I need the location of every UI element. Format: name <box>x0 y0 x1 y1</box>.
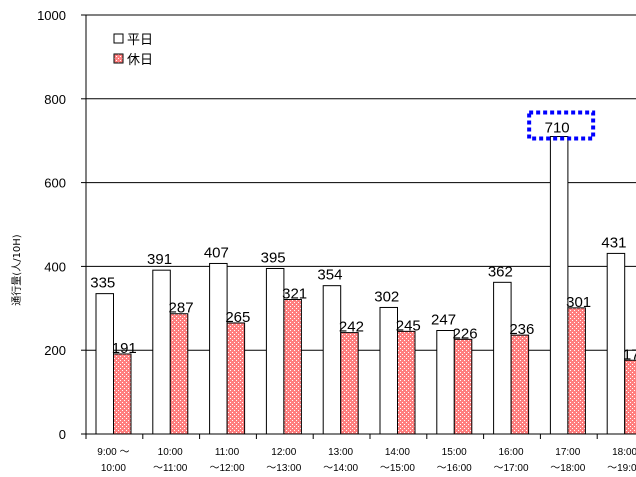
x-tick-label: ～15:00 <box>380 463 415 474</box>
data-label-holiday: 236 <box>509 321 534 338</box>
x-tick-label: 14:00 <box>385 447 410 458</box>
data-label-weekday: 431 <box>601 234 626 251</box>
x-tick-label: 13:00 <box>328 447 353 458</box>
x-tick-label: 10:00 <box>101 463 126 474</box>
x-tick-label: ～19:00 <box>607 463 636 474</box>
x-tick-label: ～17:00 <box>493 463 528 474</box>
x-tick-label: 9:00 ～ <box>97 447 129 458</box>
bar-holiday <box>624 359 636 435</box>
data-label-weekday: 354 <box>317 267 342 284</box>
data-label-weekday: 335 <box>90 275 115 292</box>
bar-weekday <box>152 269 171 435</box>
data-label-holiday: 242 <box>339 319 364 336</box>
data-label-weekday: 247 <box>431 312 456 329</box>
x-tick-label: ～14:00 <box>323 463 358 474</box>
bar-weekday <box>209 262 228 435</box>
bar-holiday <box>453 338 473 435</box>
legend-label-holiday: 休日 <box>127 53 153 68</box>
x-tick-label: ～18:00 <box>550 463 585 474</box>
x-tick-label: 17:00 <box>555 447 580 458</box>
data-label-holiday: 321 <box>282 286 307 303</box>
bar-weekday <box>95 293 114 435</box>
data-label-weekday: 302 <box>374 288 399 305</box>
x-tick-label: 16:00 <box>498 447 523 458</box>
data-label-holiday: 301 <box>566 294 591 311</box>
bar-weekday <box>493 281 512 435</box>
x-tick-label: 18:00 <box>612 447 636 458</box>
data-label-weekday: 710 <box>545 120 570 137</box>
y-tick-label: 800 <box>44 92 66 107</box>
legend-label-weekday: 平日 <box>127 33 153 48</box>
x-tick-label: ～12:00 <box>209 463 244 474</box>
y-tick-label: 200 <box>44 343 66 358</box>
bar-holiday <box>397 330 416 435</box>
x-tick-label: ～11:00 <box>153 463 188 474</box>
x-tick-label: 10:00 <box>158 447 183 458</box>
bar-holiday <box>226 322 246 435</box>
x-tick-label: 11:00 <box>215 447 240 458</box>
data-label-weekday: 362 <box>488 263 513 280</box>
bar-weekday <box>322 285 342 435</box>
bar-weekday <box>606 252 626 435</box>
y-axis-label: 通行量(人/10H) <box>10 234 23 306</box>
x-tick-label: 15:00 <box>442 447 467 458</box>
bar-holiday <box>169 313 189 435</box>
data-label-holiday: 191 <box>112 340 137 357</box>
legend-swatch-weekday <box>113 33 124 44</box>
bar-holiday <box>567 307 586 435</box>
data-label-weekday: 395 <box>261 249 286 266</box>
y-tick-label: 0 <box>59 427 66 442</box>
bar-weekday <box>436 330 455 435</box>
data-label-holiday: 226 <box>453 325 478 342</box>
data-label-holiday: 176 <box>623 346 636 363</box>
legend-swatch-holiday <box>113 53 124 64</box>
bar-holiday <box>340 332 359 435</box>
data-label-weekday: 407 <box>204 244 229 261</box>
y-tick-label: 1000 <box>37 8 66 23</box>
bar-holiday <box>510 334 530 435</box>
x-tick-label: ～13:00 <box>266 463 301 474</box>
data-label-holiday: 287 <box>169 300 194 317</box>
bar-holiday <box>113 353 132 435</box>
highlight-box <box>527 110 596 141</box>
y-tick-label: 400 <box>44 259 66 274</box>
data-label-holiday: 245 <box>396 317 421 334</box>
data-label-holiday: 265 <box>225 309 250 326</box>
bar-weekday <box>549 136 569 435</box>
data-label-weekday: 391 <box>147 251 172 268</box>
bar-holiday <box>283 299 302 435</box>
x-tick-label: 12:00 <box>271 447 296 458</box>
y-tick-label: 600 <box>44 176 66 191</box>
plot-area: 0 200 400 600 800 1000 335 391 407 395 354 302 247 36… <box>37 8 636 474</box>
x-tick-label: ～16:00 <box>437 463 472 474</box>
